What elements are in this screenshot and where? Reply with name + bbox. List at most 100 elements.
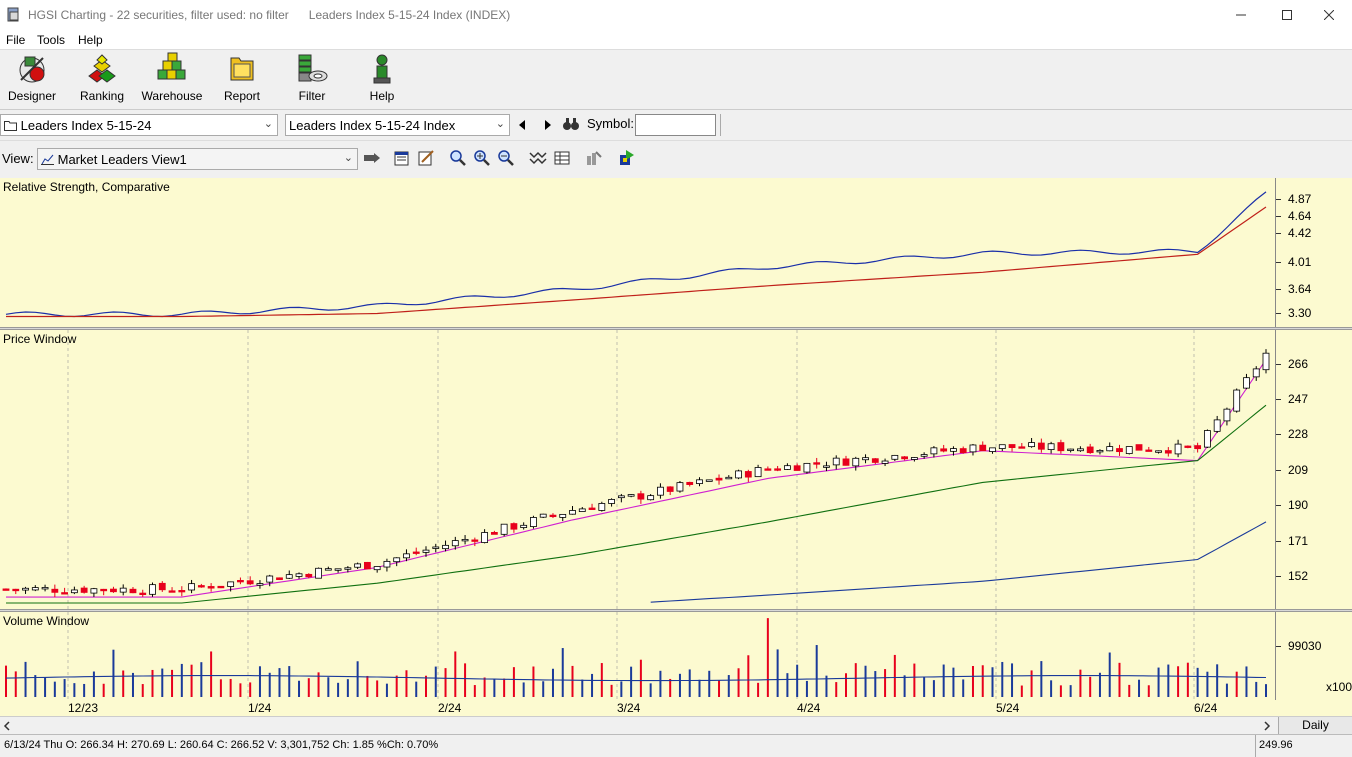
warehouse-button[interactable]: Warehouse [141, 52, 203, 107]
menu-tools[interactable]: Tools [37, 33, 66, 47]
ranking-button[interactable]: Ranking [71, 52, 133, 107]
chevron-down-icon: ⌄ [343, 152, 353, 164]
status-value: 249.96 [1259, 739, 1293, 751]
toolbar-divider [720, 114, 721, 136]
candle-body [715, 477, 723, 481]
candle-body [871, 458, 879, 463]
candle-body [90, 588, 98, 594]
view-label: View: [2, 151, 34, 166]
candle-body [324, 568, 332, 571]
candle-body [1096, 450, 1104, 453]
candle-body [998, 444, 1006, 449]
list-select[interactable]: Leaders Index 5-15-24 ⌄ [0, 114, 278, 136]
candle-body [989, 447, 996, 452]
price-tick: 228 [1288, 427, 1309, 441]
report-icon [230, 57, 254, 81]
minimize-button[interactable] [1218, 0, 1264, 30]
zoom-in-icon[interactable] [472, 148, 492, 168]
price-pane[interactable]: Price Window [0, 330, 1275, 609]
rs-tick: 4.01 [1288, 255, 1312, 269]
candle-body [481, 532, 489, 543]
volume-unit: x100 [1326, 680, 1352, 694]
edit-chart-icon[interactable] [416, 148, 436, 168]
price-tick: 190 [1288, 498, 1309, 512]
candle-body [12, 588, 20, 592]
price-tick: 152 [1288, 569, 1309, 583]
chart-properties-icon[interactable] [392, 148, 412, 168]
candle-body [1028, 442, 1035, 448]
report-button[interactable]: Report [211, 52, 273, 107]
candle-body [530, 517, 537, 527]
candle-body [598, 503, 606, 511]
pane-splitter[interactable] [0, 609, 1352, 612]
candle-body [803, 462, 811, 473]
menu-help[interactable]: Help [78, 33, 103, 47]
ranking-icon [88, 54, 116, 83]
previous-arrow-icon[interactable] [514, 115, 534, 135]
menu-file[interactable]: File [6, 33, 26, 47]
candle-body [559, 513, 567, 518]
zoom-icon[interactable] [448, 148, 468, 168]
date-label: 12/23 [68, 701, 99, 715]
view-settings-icon[interactable] [362, 148, 382, 168]
filter-button[interactable]: Filter [281, 52, 343, 107]
horizontal-scrollbar[interactable]: Daily [0, 716, 1352, 734]
symbol-input[interactable] [635, 114, 716, 136]
data-table-icon[interactable] [552, 148, 572, 168]
candle-body [217, 585, 225, 589]
rs-pane[interactable]: Relative Strength, Comparative [0, 178, 1275, 327]
report-label: Report [223, 89, 261, 103]
selector-bar: Leaders Index 5-15-24 ⌄ Leaders Index 5-… [0, 110, 1352, 141]
designer-button[interactable]: Designer [1, 52, 63, 107]
export-icon[interactable] [616, 148, 636, 168]
volume-pane[interactable]: Volume Window [0, 612, 1275, 700]
candle-body [412, 551, 420, 554]
status-info: 6/13/24 Thu O: 266.34 H: 270.69 L: 260.6… [4, 739, 439, 751]
candle-body [100, 588, 108, 592]
ma-mid-line [6, 404, 1267, 604]
folder-icon [4, 121, 17, 131]
warehouse-label: Warehouse [141, 89, 203, 103]
date-label: 1/24 [248, 701, 272, 715]
candle-body [510, 523, 518, 530]
close-icon [1324, 10, 1334, 20]
compress-bars-icon[interactable] [528, 148, 548, 168]
menu-bar: File Tools Help [0, 30, 1352, 50]
candle-body [666, 486, 674, 492]
candle-body [344, 567, 352, 570]
scroll-left-icon[interactable] [2, 720, 12, 732]
periodicity-button[interactable]: Daily [1278, 717, 1352, 734]
view-select-value: Market Leaders View1 [57, 152, 187, 167]
binoculars-icon[interactable] [561, 114, 581, 134]
security-select[interactable]: Leaders Index 5-15-24 Index ⌄ [285, 114, 510, 136]
maximize-button[interactable] [1264, 0, 1310, 30]
candle-body [41, 587, 49, 590]
volume-tick: 99030 [1288, 639, 1322, 653]
candle-body [1116, 448, 1123, 453]
pane-splitter[interactable] [0, 327, 1352, 330]
zoom-out-icon[interactable] [496, 148, 516, 168]
candle-body [139, 592, 147, 596]
candle-body [647, 495, 655, 501]
view-select[interactable]: Market Leaders View1 ⌄ [37, 148, 358, 170]
candle-body [657, 486, 664, 496]
minimize-icon [1236, 14, 1246, 16]
candle-body [979, 444, 987, 452]
price-chart [2, 330, 1270, 609]
candle-body [363, 561, 371, 570]
designer-label: Designer [7, 89, 57, 103]
ma-slow-line [650, 521, 1267, 603]
help-button[interactable]: Help [351, 52, 413, 107]
candle-body [1184, 445, 1192, 448]
scroll-right-icon[interactable] [1262, 720, 1272, 732]
candle-body [178, 590, 186, 593]
candle-body [197, 585, 205, 588]
close-button[interactable] [1306, 0, 1352, 30]
next-arrow-icon[interactable] [538, 115, 558, 135]
candle-body [227, 581, 235, 587]
draw-tool-icon[interactable] [584, 148, 604, 168]
title-bar: HGSI Charting - 22 securities, filter us… [0, 0, 1352, 30]
candle-body [910, 457, 918, 460]
candle-body [31, 587, 39, 591]
filter-label: Filter [298, 89, 326, 103]
